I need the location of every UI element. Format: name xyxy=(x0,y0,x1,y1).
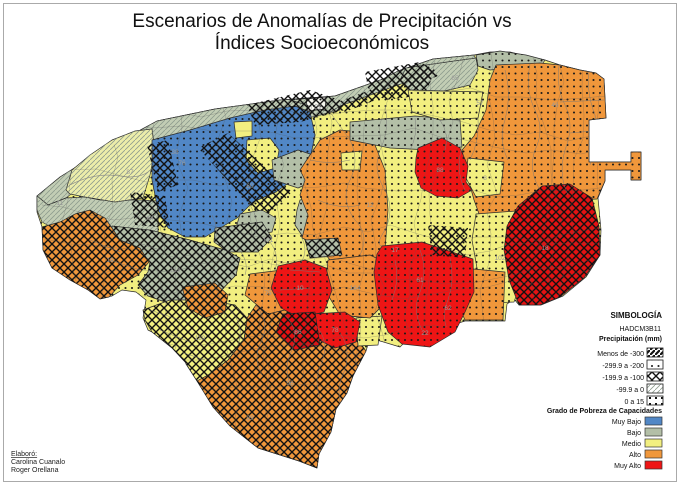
svg-text:Elaboró:: Elaboró: xyxy=(11,451,37,458)
svg-text:0 a 15: 0 a 15 xyxy=(625,399,645,406)
svg-text:HADCM3B11: HADCM3B11 xyxy=(620,326,662,333)
svg-text:61: 61 xyxy=(416,277,424,284)
svg-text:57: 57 xyxy=(476,100,484,107)
svg-text:-99.9 a 0: -99.9 a 0 xyxy=(616,387,644,394)
svg-text:Menos de -300: Menos de -300 xyxy=(597,351,644,358)
svg-text:38: 38 xyxy=(171,149,179,156)
svg-text:87: 87 xyxy=(126,169,134,176)
svg-text:164: 164 xyxy=(350,285,361,292)
svg-text:Índices Socioeconómicos: Índices Socioeconómicos xyxy=(215,33,429,54)
svg-text:88: 88 xyxy=(436,167,444,174)
svg-text:101: 101 xyxy=(263,237,274,244)
svg-text:75: 75 xyxy=(264,290,272,297)
svg-text:76: 76 xyxy=(178,160,186,167)
svg-text:12: 12 xyxy=(366,202,374,209)
svg-text:113: 113 xyxy=(170,267,181,274)
svg-text:110: 110 xyxy=(195,335,206,342)
svg-text:Carolina Cuanalo: Carolina Cuanalo xyxy=(11,459,65,466)
svg-text:18: 18 xyxy=(541,245,549,252)
svg-text:11: 11 xyxy=(57,200,64,207)
svg-text:-199.9 a -100: -199.9 a -100 xyxy=(602,375,644,382)
svg-text:64: 64 xyxy=(146,215,154,222)
svg-text:Precipitación (mm): Precipitación (mm) xyxy=(599,336,662,343)
svg-text:62: 62 xyxy=(444,305,452,312)
svg-text:46: 46 xyxy=(551,102,559,109)
svg-text:22: 22 xyxy=(421,330,429,337)
svg-text:Escenarios de Anomalías de Pre: Escenarios de Anomalías de Precipitación… xyxy=(132,11,511,32)
svg-text:Muy Bajo: Muy Bajo xyxy=(612,419,641,426)
svg-text:19: 19 xyxy=(106,257,114,264)
svg-text:10: 10 xyxy=(296,285,304,292)
svg-text:Alto: Alto xyxy=(629,452,641,459)
svg-text:99: 99 xyxy=(246,415,254,422)
svg-text:59: 59 xyxy=(314,104,322,111)
svg-text:Bajo: Bajo xyxy=(627,430,641,437)
svg-text:8: 8 xyxy=(483,175,487,182)
svg-text:-299.9 a -200: -299.9 a -200 xyxy=(602,363,644,370)
svg-text:102: 102 xyxy=(495,255,506,262)
svg-text:96: 96 xyxy=(286,380,294,387)
svg-text:78: 78 xyxy=(331,327,339,334)
svg-text:17: 17 xyxy=(391,247,399,254)
svg-text:60: 60 xyxy=(246,183,254,190)
svg-text:Grado de Pobreza de Capacidade: Grado de Pobreza de Capacidades xyxy=(547,408,662,415)
svg-text:Medio: Medio xyxy=(622,441,641,448)
svg-text:65: 65 xyxy=(451,75,459,82)
svg-text:Roger Orellana: Roger Orellana xyxy=(11,467,59,474)
svg-text:Muy Alto: Muy Alto xyxy=(614,463,641,470)
svg-text:SIMBOLOGÍA: SIMBOLOGÍA xyxy=(610,311,662,320)
svg-text:86: 86 xyxy=(294,329,302,336)
